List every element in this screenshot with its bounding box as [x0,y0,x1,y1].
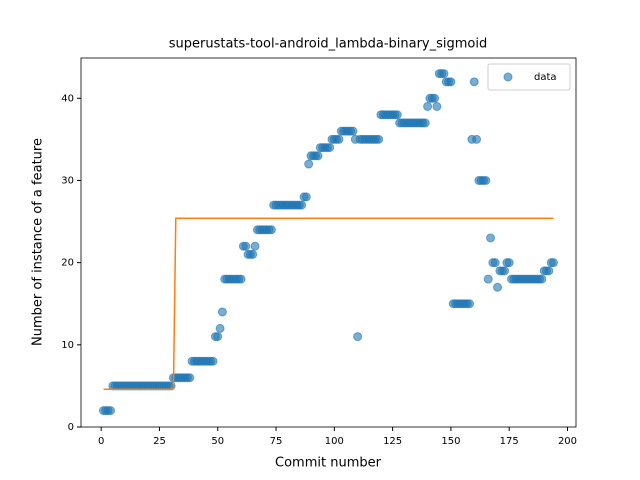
data-point [537,274,547,284]
data-point [313,151,323,161]
plot-frame [80,57,577,428]
x-axis-label: Commit number [275,456,382,471]
chart-title: superustats-tool-android_lambda-binary_s… [169,37,488,52]
legend-box [487,63,571,91]
legend-marker [503,72,513,82]
data-point [430,93,440,103]
data-point [304,159,314,169]
data-point [481,175,491,185]
data-point [504,258,514,268]
data-point [105,406,115,416]
data-point [432,101,442,111]
x-tick-label: 25 [153,436,166,447]
y-tick-label: 0 [68,422,74,433]
data-point [334,134,344,144]
legend-label: data [534,72,557,83]
x-tick-label: 0 [98,436,104,447]
fit-line [103,217,554,390]
data-point [353,332,363,342]
data-point [348,126,358,136]
data-point [490,258,500,268]
x-tick-label: 75 [270,436,283,447]
data-point [483,274,493,284]
data-point [423,101,433,111]
x-tick-label: 125 [383,436,402,447]
x-tick-label: 100 [325,436,344,447]
data-point [185,373,195,383]
data-point [325,143,335,153]
data-point [549,258,558,268]
data-point [420,118,430,128]
data-point [266,225,276,235]
x-tick-label: 50 [211,436,224,447]
data-point [472,134,482,144]
y-tick-label: 30 [61,175,74,186]
data-point [500,266,510,276]
y-tick-label: 40 [61,93,74,104]
x-tick-label: 150 [441,436,460,447]
data-point [446,77,456,87]
data-point [544,266,554,276]
data-point [236,274,246,284]
data-point [486,233,496,243]
data-point [208,356,218,366]
data-point [213,332,223,342]
data-point [241,241,251,251]
y-tick-label: 10 [61,340,74,351]
data-point [465,299,475,309]
data-point [469,77,479,87]
data-point [392,110,402,120]
data-point [250,241,260,251]
x-tick-label: 175 [500,436,519,447]
data-point [248,249,258,259]
data-point [217,307,227,317]
data-point [374,134,384,144]
x-tick-label: 200 [558,436,577,447]
data-point [493,282,503,292]
y-tick-label: 20 [61,258,74,269]
data-point [301,192,311,202]
data-point [215,323,225,333]
y-axis-label: Number of instance of a feature [31,138,46,346]
data-point [439,69,449,79]
data-point [297,200,307,210]
